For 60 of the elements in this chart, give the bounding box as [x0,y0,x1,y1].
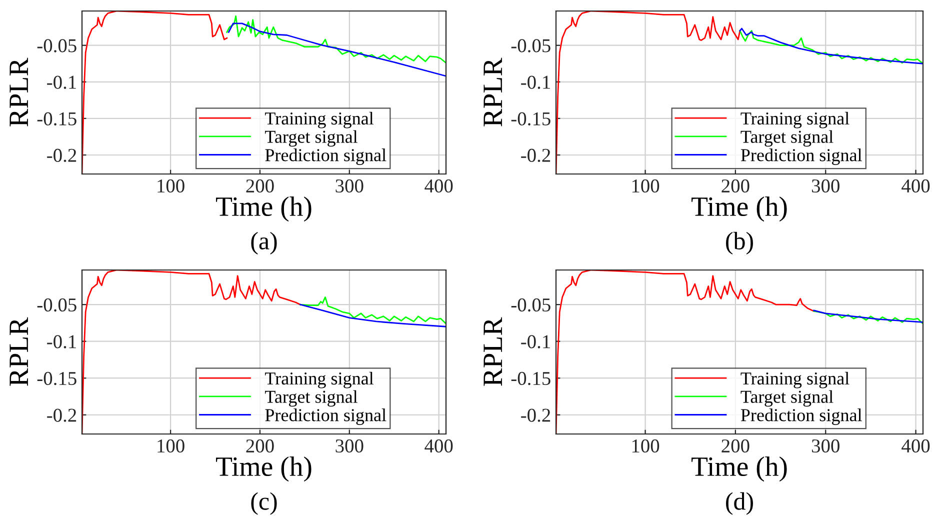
legend-label: Target signal [740,130,834,147]
y-tick-label: -0.2 [521,408,550,422]
y-axis-title: RPLR [10,317,28,386]
y-axis-title: RPLR [484,58,502,126]
x-tick-label: 300 [336,179,364,193]
y-axis-title: RPLR [10,58,28,126]
y-tick-label: -0.15 [37,372,76,386]
legend-label: Training signal [740,372,850,388]
y-tick-label: -0.05 [511,39,550,52]
x-axis-title: Time (h) [692,456,787,482]
line-series [228,22,446,77]
x-tick-label: 100 [158,439,184,453]
y-tick-label: -0.2 [47,408,76,422]
x-tick-label: 300 [812,439,840,453]
text: (c) [251,492,277,515]
x-tick-label: 200 [722,439,750,453]
y-tick-label: -0.1 [47,335,76,348]
legend-label: Prediction signal [265,408,386,425]
y-tick-label: -0.15 [511,112,550,126]
y-tick-label: -0.1 [521,335,550,348]
legend-label: Target signal [265,390,358,407]
legend-label: Training signal [265,112,374,128]
y-tick-label: -0.1 [521,76,550,89]
x-tick-label: 400 [424,439,453,453]
x-tick-label: 400 [902,179,930,193]
y-tick-label: -0.2 [47,148,76,162]
x-axis-title: Time (h) [692,196,787,222]
legend-label: Target signal [265,130,358,147]
x-tick-label: 300 [336,439,364,453]
line-series [300,304,446,328]
x-tick-label: 200 [246,439,274,453]
x-tick-label: 200 [722,179,750,193]
legend-label: Training signal [740,112,850,128]
line-series [226,15,446,64]
x-tick-label: 100 [632,179,660,193]
x-tick-label: 400 [424,179,453,193]
x-tick-label: 300 [812,179,840,193]
y-tick-label: -0.05 [37,39,76,52]
y-tick-label: -0.15 [511,372,550,386]
legend-label: Training signal [265,372,374,388]
legend-label: Prediction signal [740,408,862,425]
x-axis-title: Time (h) [216,196,312,222]
x-axis-title: Time (h) [216,456,312,482]
y-tick-label: -0.15 [37,112,76,126]
x-tick-label: 100 [158,179,184,193]
text: (a) [251,232,277,255]
legend-label: Prediction signal [740,148,862,165]
y-tick-label: -0.05 [37,298,76,312]
legend-label: Prediction signal [265,148,386,165]
y-tick-label: -0.2 [521,148,550,162]
x-tick-label: 100 [632,439,660,453]
text: (d) [726,492,753,515]
legend-label: Target signal [740,390,834,407]
x-tick-label: 200 [246,179,274,193]
x-tick-label: 400 [902,439,930,453]
y-tick-label: -0.1 [47,76,76,89]
y-axis-title: RPLR [484,317,502,386]
y-tick-label: -0.05 [511,298,550,312]
text: (b) [726,232,753,255]
line-series [300,296,446,324]
